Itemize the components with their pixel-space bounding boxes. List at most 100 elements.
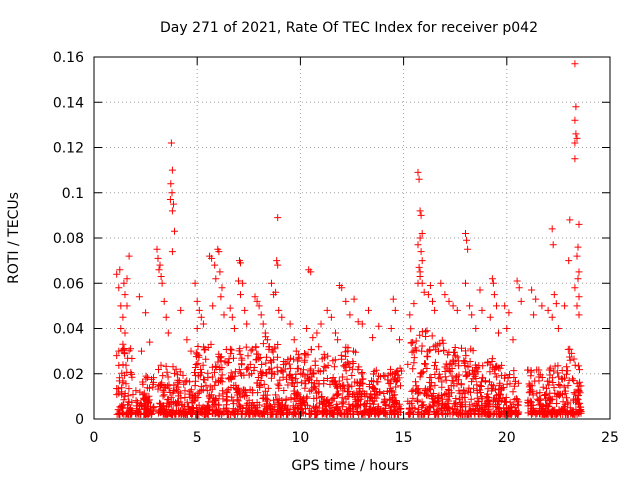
data-point [230, 325, 238, 332]
data-point [489, 279, 497, 287]
data-point [186, 378, 194, 386]
data-point [429, 297, 436, 305]
data-point [273, 257, 281, 265]
data-point [358, 320, 366, 328]
data-point [486, 368, 494, 376]
data-point [564, 367, 572, 375]
data-point [433, 407, 441, 415]
data-point [120, 410, 128, 418]
data-point [479, 374, 487, 382]
data-point [457, 410, 465, 418]
data-point [163, 382, 171, 390]
data-point [472, 325, 480, 332]
data-point [464, 245, 472, 253]
data-point [331, 356, 339, 364]
data-point [411, 344, 419, 352]
data-point [488, 358, 496, 365]
data-point [552, 300, 560, 308]
y-tick-label: 0.1 [62, 186, 84, 202]
data-point [527, 386, 535, 394]
data-point [575, 268, 583, 276]
data-point [195, 306, 203, 314]
data-point [485, 397, 493, 405]
data-point [393, 403, 401, 411]
data-point [416, 273, 424, 280]
data-point [168, 166, 176, 174]
data-point [284, 381, 292, 389]
data-point [554, 369, 562, 377]
data-point [342, 367, 350, 375]
data-point [160, 402, 168, 410]
data-point [380, 390, 388, 397]
data-point [476, 382, 484, 390]
data-point [391, 407, 399, 415]
data-point [538, 374, 546, 381]
data-point [533, 395, 541, 403]
data-point [434, 393, 442, 401]
data-point [164, 396, 172, 404]
data-point [546, 389, 554, 397]
data-point [150, 403, 158, 411]
data-point [261, 329, 269, 337]
data-point [410, 359, 418, 367]
data-point [120, 396, 128, 404]
data-point [565, 376, 573, 384]
data-point [238, 410, 246, 418]
data-point [413, 386, 421, 394]
data-point [439, 339, 447, 347]
data-point [381, 372, 389, 380]
data-point [239, 279, 247, 287]
data-point [549, 241, 557, 249]
data-point [191, 279, 199, 287]
data-point [195, 388, 203, 396]
data-point [252, 343, 260, 351]
data-point [554, 362, 562, 370]
data-point [484, 385, 492, 393]
data-point [537, 400, 545, 408]
data-point [364, 397, 372, 405]
data-point [315, 343, 323, 351]
data-point [418, 279, 426, 287]
data-point [418, 257, 426, 265]
data-point [187, 347, 195, 355]
data-point [195, 353, 203, 361]
data-point [197, 313, 205, 321]
data-point [128, 355, 136, 362]
data-point [272, 391, 280, 399]
data-point [315, 404, 323, 412]
data-point [354, 366, 362, 374]
data-point [212, 396, 220, 404]
data-point [353, 401, 361, 409]
data-point [311, 361, 319, 369]
x-tick-label: 20 [498, 430, 516, 446]
data-point [397, 382, 404, 390]
data-point [571, 139, 579, 147]
data-point [192, 349, 200, 357]
data-point [414, 168, 422, 176]
data-point [354, 318, 362, 326]
data-point [447, 382, 455, 390]
data-point [123, 302, 131, 310]
data-point [156, 399, 163, 407]
data-point [474, 402, 481, 410]
data-point [296, 393, 304, 401]
data-point [174, 383, 182, 391]
data-point [458, 394, 466, 402]
data-point [203, 387, 211, 395]
data-point [244, 352, 252, 360]
data-point [496, 410, 504, 418]
data-point [194, 343, 202, 350]
data-point [238, 360, 245, 368]
data-point [421, 360, 429, 368]
data-point [123, 275, 131, 283]
data-point [190, 397, 198, 405]
data-point [125, 398, 133, 406]
data-point [420, 288, 428, 296]
data-point [571, 116, 579, 124]
data-point [202, 381, 210, 389]
data-point [125, 252, 133, 260]
y-tick-label: 0.02 [53, 367, 84, 383]
data-point [274, 353, 281, 361]
data-point [332, 381, 340, 388]
